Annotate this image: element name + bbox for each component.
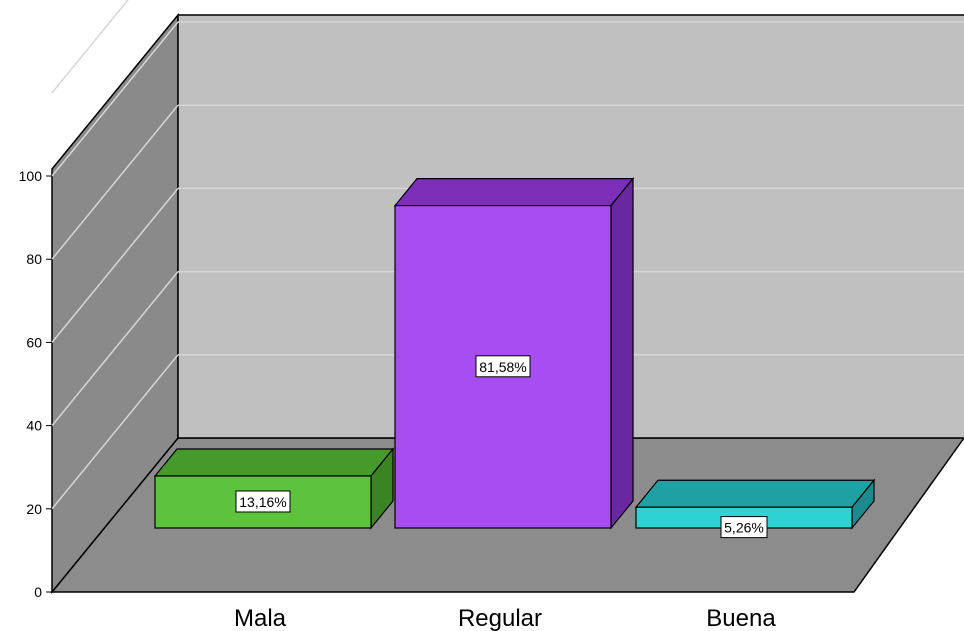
x-category-label: Regular — [458, 605, 542, 631]
bar-top-face — [393, 177, 635, 207]
gridline-side — [51, 354, 179, 510]
bar-regular: 81,58% — [393, 176, 635, 530]
data-label-box — [475, 355, 531, 378]
data-label: 81,58% — [479, 359, 526, 375]
bars: 13,16% 81,58% 5,26% — [153, 176, 876, 539]
y-tick-label: 0 — [34, 584, 42, 600]
y-tick-label: 60 — [26, 334, 42, 350]
bar-mala: 13,16% — [153, 447, 395, 530]
x-category-label: Buena — [706, 605, 776, 631]
gridline-side — [51, 0, 129, 94]
gridline-side — [51, 21, 179, 177]
data-label-box — [235, 490, 291, 513]
y-tick-label: 80 — [26, 251, 42, 267]
y-tick-label: 40 — [26, 418, 42, 434]
data-label-box — [720, 516, 768, 539]
x-category-label: Mala — [234, 605, 287, 631]
data-label: 13,16% — [239, 494, 286, 510]
x-axis: Mala Regular Buena — [234, 605, 776, 631]
data-label: 5,26% — [724, 520, 764, 536]
bar-side-face — [610, 176, 634, 530]
y-tick-label: 100 — [19, 168, 43, 184]
y-axis: 0 20 40 60 80 100 — [19, 168, 52, 600]
bar-buena: 5,26% — [634, 478, 876, 539]
gridline-side — [51, 271, 179, 427]
gridline-side — [51, 187, 179, 343]
bar-top-face — [634, 479, 876, 508]
gridline-side — [51, 104, 179, 260]
bar-top-face — [153, 448, 395, 477]
y-tick-label: 20 — [26, 501, 42, 517]
